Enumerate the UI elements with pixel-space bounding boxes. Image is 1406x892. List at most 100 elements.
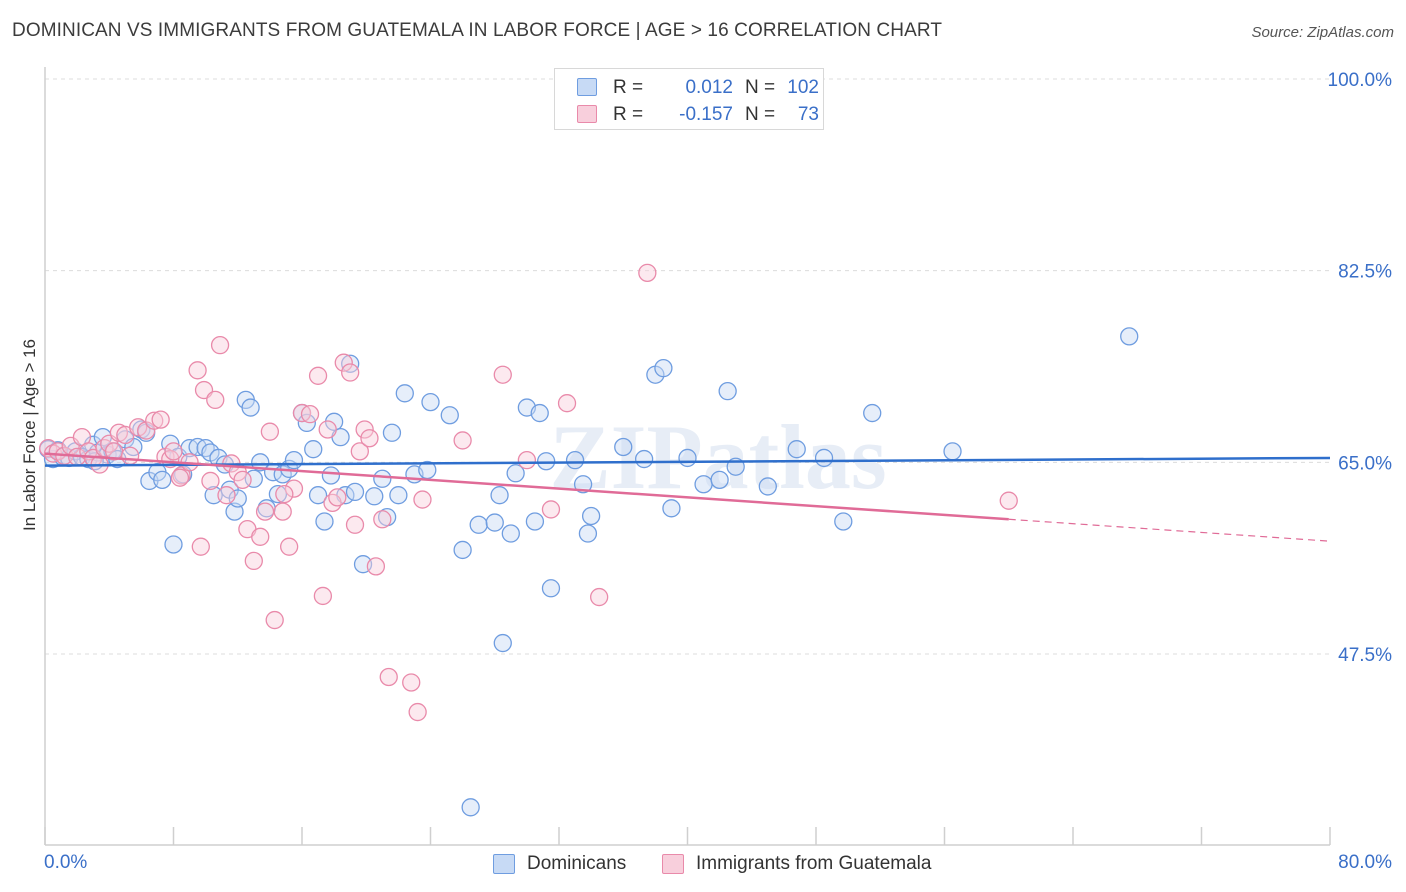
guatemala-point bbox=[275, 484, 294, 504]
guatemala-trendline bbox=[44, 452, 1009, 521]
guatemala-point bbox=[590, 587, 609, 607]
watermark: ZIPatlas bbox=[549, 406, 886, 508]
dominican-point bbox=[581, 506, 601, 526]
dominican-point bbox=[1120, 327, 1139, 346]
guatemala-point bbox=[164, 442, 183, 461]
guatemala-point bbox=[313, 586, 333, 606]
y-tick-label: 82.5% bbox=[1338, 262, 1392, 283]
guatemala-point bbox=[517, 450, 537, 470]
guatemala-point bbox=[379, 667, 398, 687]
dominican-point bbox=[490, 486, 509, 505]
dominican-point bbox=[365, 487, 384, 506]
dominican-point bbox=[565, 450, 585, 470]
guatemala-point bbox=[323, 493, 342, 513]
legend-swatch-blue bbox=[577, 78, 597, 96]
points-layer bbox=[39, 263, 1139, 817]
legend-r-label: R = bbox=[613, 104, 644, 125]
y-axis-title: In Labor Force | Age > 16 bbox=[18, 300, 42, 570]
dominican-point bbox=[164, 535, 183, 554]
legend-r-value: 0.012 bbox=[685, 77, 733, 98]
y-tick-labels: 47.5% 65.0% 82.5% 100.0% bbox=[1328, 70, 1393, 666]
guatemala-trendline-extension bbox=[1008, 518, 1331, 542]
guatemala-point bbox=[217, 486, 236, 505]
bottom-legend-swatch-blue bbox=[493, 854, 515, 874]
dominican-point bbox=[694, 475, 713, 494]
guatemala-point bbox=[201, 471, 220, 491]
dominican-point bbox=[834, 512, 853, 531]
dominican-point bbox=[204, 486, 223, 505]
dominican-trendline bbox=[44, 456, 1331, 467]
stats-legend: R = 0.012 N = 102 R = -0.157 N = 73 bbox=[554, 68, 824, 130]
guatemala-point bbox=[334, 353, 353, 372]
dominican-point bbox=[718, 381, 737, 401]
guatemala-point bbox=[265, 610, 284, 630]
guatemala-point bbox=[328, 488, 347, 507]
guatemala-point bbox=[638, 263, 657, 283]
guatemala-point bbox=[206, 390, 225, 410]
dominican-point bbox=[373, 469, 392, 488]
dominican-point bbox=[506, 464, 525, 483]
dominican-point bbox=[453, 540, 472, 560]
dominican-point bbox=[634, 449, 654, 469]
guatemala-point bbox=[273, 502, 292, 521]
dominican-point bbox=[251, 453, 270, 472]
guatemala-point bbox=[170, 468, 190, 487]
guatemala-point bbox=[318, 420, 337, 439]
chart-source: Source: ZipAtlas.com bbox=[1251, 24, 1394, 41]
dominican-point bbox=[389, 486, 408, 505]
guatemala-point bbox=[360, 429, 379, 448]
legend-n-value: 73 bbox=[797, 104, 819, 125]
dominican-point bbox=[315, 512, 334, 531]
guatemala-point bbox=[541, 500, 561, 519]
dominican-point bbox=[268, 484, 288, 504]
dominican-point bbox=[395, 384, 414, 403]
guatemala-point bbox=[413, 490, 432, 509]
dominican-point bbox=[541, 579, 561, 598]
guatemala-point bbox=[188, 361, 207, 380]
guatemala-point bbox=[284, 479, 304, 498]
y-axis-title-text: In Labor Force | Age > 16 bbox=[20, 338, 39, 532]
legend-n-value: 102 bbox=[787, 77, 819, 98]
dominican-point bbox=[863, 403, 882, 423]
dominican-point bbox=[525, 512, 545, 531]
y-tick-label: 65.0% bbox=[1338, 453, 1392, 474]
guatemala-point bbox=[210, 335, 230, 355]
dominican-point bbox=[153, 470, 172, 490]
guatemala-point bbox=[402, 673, 421, 692]
dominican-point bbox=[662, 499, 681, 518]
dominican-point bbox=[469, 515, 488, 534]
guatemala-point bbox=[453, 431, 472, 450]
chart-title: DOMINICAN VS IMMIGRANTS FROM GUATEMALA I… bbox=[12, 20, 943, 41]
dominican-point bbox=[710, 470, 729, 490]
dominican-point bbox=[537, 452, 556, 471]
guatemala-point bbox=[120, 446, 140, 465]
guatemala-point bbox=[244, 551, 263, 571]
guatemala-point bbox=[557, 394, 577, 413]
dominican-point bbox=[758, 477, 777, 496]
dominican-point bbox=[578, 524, 598, 543]
legend-r-value: -0.157 bbox=[679, 104, 733, 125]
guatemala-point bbox=[300, 404, 320, 424]
dominican-point bbox=[943, 442, 962, 461]
dominican-point bbox=[228, 489, 247, 508]
dominican-point bbox=[308, 486, 328, 505]
dominican-point bbox=[321, 466, 341, 485]
legend-n-label: N = bbox=[745, 77, 776, 98]
bottom-legend-label: Dominicans bbox=[527, 853, 627, 874]
dominican-point bbox=[787, 440, 806, 459]
guatemala-point bbox=[345, 515, 365, 534]
guatemala-point bbox=[191, 537, 210, 556]
guatemala-point bbox=[279, 537, 299, 556]
dominican-point bbox=[530, 403, 549, 423]
dominican-point bbox=[485, 513, 504, 532]
guatemala-point bbox=[408, 702, 427, 722]
guatemala-point bbox=[308, 366, 328, 385]
dominican-point bbox=[614, 437, 633, 457]
dominican-point bbox=[440, 406, 459, 425]
guatemala-point bbox=[260, 422, 280, 441]
guatemala-point bbox=[366, 557, 386, 576]
dominican-point bbox=[382, 423, 402, 442]
dominican-point bbox=[493, 633, 512, 653]
dominican-point bbox=[345, 482, 365, 502]
